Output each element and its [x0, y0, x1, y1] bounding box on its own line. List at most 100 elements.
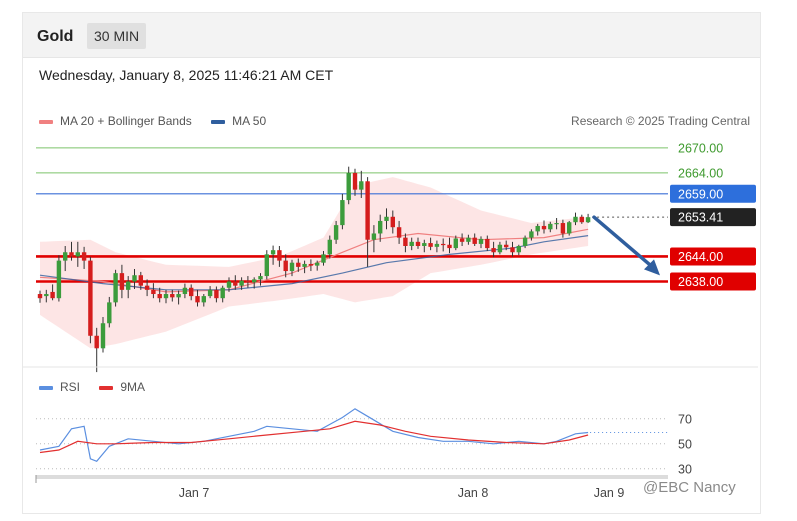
candle-84 [567, 220, 572, 236]
candle-44 [315, 260, 320, 271]
candle-40 [289, 259, 295, 277]
candle-body-48 [340, 200, 345, 226]
candle-body-58 [403, 237, 408, 246]
candle-58 [403, 233, 408, 253]
candle-body-62 [428, 243, 433, 247]
candle-16 [138, 271, 143, 290]
candle-body-59 [409, 241, 414, 246]
candle-42 [302, 260, 307, 274]
candle-body-61 [422, 243, 427, 246]
candle-body-1 [44, 294, 49, 297]
candle-78 [529, 229, 534, 241]
candle-8 [88, 256, 93, 344]
candle-31 [233, 275, 238, 290]
level-label-bg-5 [670, 272, 756, 291]
candle-20 [163, 289, 169, 304]
candle-61 [422, 239, 427, 253]
candle-53 [371, 225, 377, 253]
candle-body-53 [371, 233, 377, 240]
legend-item-rsi: RSI [39, 380, 80, 394]
candle-body-34 [252, 279, 257, 283]
candle-25 [195, 289, 200, 307]
level-label-bg-3 [670, 208, 756, 227]
candle-82 [554, 218, 559, 230]
candle-67 [459, 233, 465, 246]
candle-body-32 [239, 280, 244, 286]
candle-body-67 [459, 238, 465, 242]
candle-17 [144, 279, 150, 297]
credit: Research © 2025 Trading Central [571, 114, 750, 128]
candle-body-50 [352, 172, 358, 190]
candle-26 [201, 294, 206, 307]
candle-body-16 [138, 275, 143, 286]
candle-body-0 [37, 294, 43, 299]
candle-body-39 [283, 260, 288, 272]
candle-18 [151, 283, 156, 299]
interval-button[interactable]: 30 MIN [87, 23, 147, 49]
candle-41 [296, 258, 301, 272]
candle-34 [252, 277, 257, 289]
candle-body-78 [529, 231, 534, 238]
timestamp: Wednesday, January 8, 2025 11:46:21 AM C… [39, 67, 334, 83]
candle-35 [258, 273, 263, 286]
candle-body-31 [233, 281, 238, 286]
candle-body-36 [264, 254, 269, 277]
candle-39 [283, 254, 288, 278]
level-label-bg-2 [670, 184, 756, 203]
candle-79 [535, 223, 540, 236]
candle-21 [170, 289, 175, 302]
level-label-1: 2664.00 [678, 166, 723, 180]
candle-body-64 [441, 243, 446, 246]
candle-0 [37, 290, 43, 303]
candle-body-12 [113, 273, 118, 303]
candle-73 [497, 241, 503, 255]
candle-51 [359, 170, 364, 198]
candle-body-6 [75, 252, 80, 257]
legend-item-9ma: 9MA [99, 380, 145, 394]
chart-header: Gold 30 MIN [23, 13, 760, 58]
candle-68 [466, 234, 471, 245]
candle-body-56 [390, 216, 395, 228]
candle-body-82 [554, 223, 559, 225]
candle-83 [560, 219, 566, 238]
candle-9 [94, 327, 99, 373]
candle-body-29 [220, 287, 225, 299]
candle-48 [340, 193, 345, 230]
candle-body-2 [50, 291, 55, 299]
candle-65 [447, 237, 452, 254]
candle-body-18 [151, 289, 156, 295]
candle-body-76 [516, 246, 521, 253]
candle-69 [472, 233, 477, 246]
candle-body-19 [157, 294, 162, 299]
candle-1 [44, 289, 49, 303]
candle-body-42 [302, 263, 307, 267]
candle-body-80 [541, 225, 547, 230]
candle-36 [264, 250, 269, 280]
candle-body-65 [447, 244, 452, 249]
candle-body-66 [453, 238, 458, 249]
candle-body-85 [573, 216, 578, 223]
candle-6 [75, 241, 80, 267]
candle-body-72 [491, 248, 496, 253]
candle-body-43 [308, 263, 314, 266]
candle-body-25 [195, 296, 200, 303]
candle-body-79 [535, 225, 540, 232]
candle-72 [491, 241, 496, 258]
candle-body-27 [207, 289, 213, 297]
candle-81 [548, 221, 553, 233]
candle-57 [396, 220, 402, 244]
candle-12 [113, 269, 118, 307]
candle-29 [220, 285, 225, 303]
candle-23 [182, 283, 188, 299]
price-legend: MA 20 + Bollinger Bands MA 50 [39, 114, 282, 128]
candle-body-33 [245, 280, 251, 283]
level-label-5: 2638.00 [678, 275, 723, 289]
candle-body-73 [497, 244, 503, 253]
level-label-2: 2659.00 [678, 187, 723, 201]
candle-body-5 [69, 252, 74, 257]
candle-59 [409, 237, 414, 251]
candle-body-74 [504, 244, 509, 248]
candle-75 [510, 241, 515, 257]
candle-body-57 [396, 227, 402, 238]
